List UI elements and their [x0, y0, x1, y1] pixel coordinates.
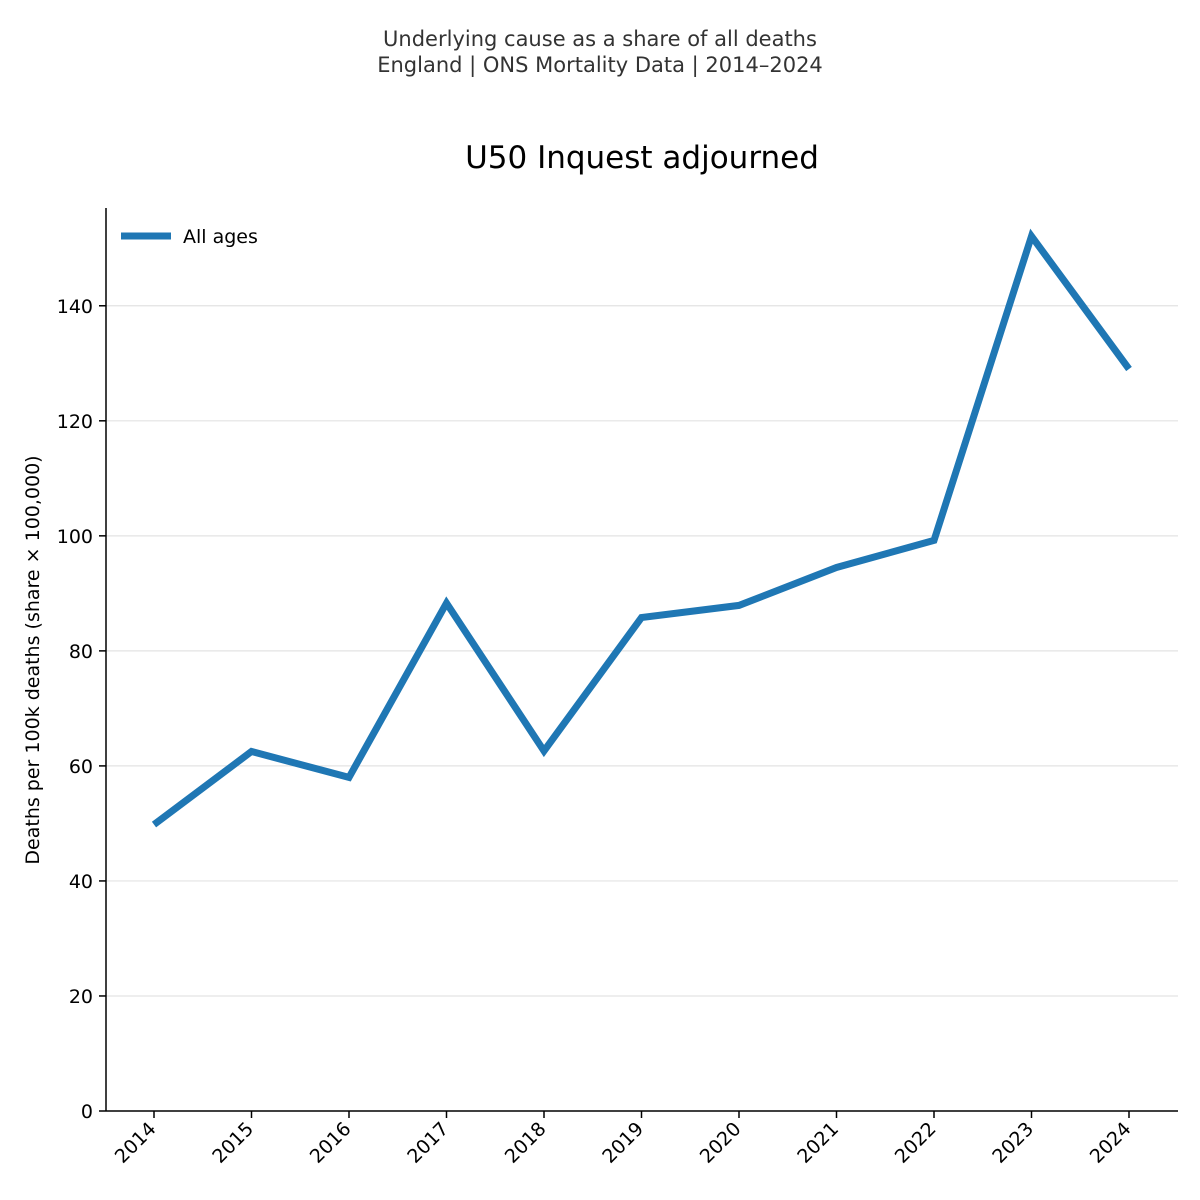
chart-title: U50 Inquest adjourned: [465, 140, 819, 176]
y-tick-label: 140: [57, 296, 93, 318]
y-tick-label: 20: [69, 986, 93, 1008]
y-tick-label: 100: [57, 526, 93, 548]
x-tick-label: 2015: [208, 1118, 258, 1168]
x-tick-label: 2023: [988, 1118, 1038, 1168]
y-axis-label: Deaths per 100k deaths (share × 100,000): [22, 455, 44, 864]
x-tick-label: 2019: [598, 1118, 648, 1168]
y-tick-label: 40: [69, 871, 93, 893]
x-axis-ticks: 2014 2015 2016 2017 2018 2019 2020 2021 2022 2023…: [111, 1111, 1136, 1168]
legend: All ages: [121, 226, 258, 248]
y-tick-label: 60: [69, 756, 93, 778]
axes: [105, 208, 1178, 1112]
data-series: [151, 228, 1132, 828]
x-tick-label: 2018: [501, 1118, 551, 1168]
x-tick-label: 2017: [403, 1118, 453, 1168]
x-tick-label: 2020: [696, 1118, 746, 1168]
x-tick-label: 2022: [891, 1118, 941, 1168]
series-line: [151, 228, 1132, 828]
y-tick-label: 0: [81, 1101, 93, 1123]
y-axis-ticks: 0 20 40 60 80 100 120 140: [57, 296, 106, 1123]
legend-label: All ages: [183, 226, 258, 248]
y-tick-label: 80: [69, 641, 93, 663]
y-tick-label: 120: [57, 411, 93, 433]
x-tick-label: 2021: [793, 1118, 843, 1168]
x-tick-label: 2014: [111, 1118, 161, 1168]
x-tick-label: 2024: [1086, 1118, 1136, 1168]
grid-lines: [106, 305, 1178, 997]
x-tick-label: 2016: [306, 1118, 356, 1168]
chart-subtitle-line-1: Underlying cause as a share of all death…: [383, 27, 817, 51]
chart-subtitle-line-2: England | ONS Mortality Data | 2014–2024: [377, 53, 823, 77]
